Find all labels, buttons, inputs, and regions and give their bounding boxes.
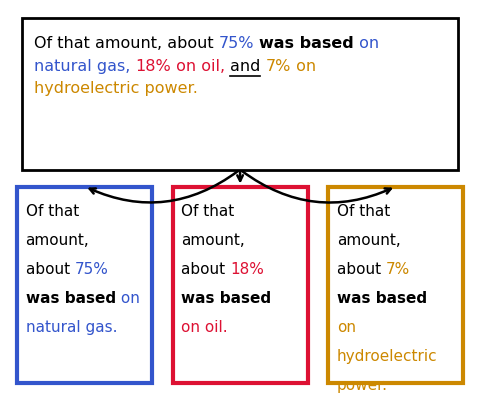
Text: 7%: 7%	[265, 59, 291, 74]
Text: was based: was based	[25, 291, 116, 306]
Text: about: about	[337, 262, 386, 277]
Text: was based: was based	[337, 291, 427, 306]
Text: amount,: amount,	[181, 233, 245, 248]
Text: amount,: amount,	[25, 233, 89, 248]
FancyBboxPatch shape	[17, 187, 152, 383]
Text: natural gas,: natural gas,	[34, 59, 135, 74]
Text: hydroelectric: hydroelectric	[337, 349, 437, 364]
Text: 75%: 75%	[218, 37, 254, 51]
Text: hydroelectric power.: hydroelectric power.	[34, 81, 197, 96]
Text: was based: was based	[181, 291, 271, 306]
FancyBboxPatch shape	[22, 18, 458, 170]
Text: on: on	[291, 59, 316, 74]
Text: Of that: Of that	[181, 204, 234, 219]
Text: and: and	[230, 59, 261, 74]
Text: natural gas.: natural gas.	[25, 320, 117, 335]
Text: on: on	[116, 291, 140, 306]
Text: Of that amount, about: Of that amount, about	[34, 37, 218, 51]
Text: 75%: 75%	[74, 262, 108, 277]
Text: 18%: 18%	[135, 59, 171, 74]
Text: on: on	[337, 320, 356, 335]
Text: about: about	[181, 262, 230, 277]
Text: Of that: Of that	[337, 204, 390, 219]
Text: on oil,: on oil,	[171, 59, 230, 74]
FancyBboxPatch shape	[328, 187, 464, 383]
Text: Of that: Of that	[25, 204, 79, 219]
Text: about: about	[25, 262, 74, 277]
FancyBboxPatch shape	[173, 187, 308, 383]
Text: 18%: 18%	[230, 262, 264, 277]
Text: power.: power.	[337, 378, 388, 393]
Text: on oil.: on oil.	[181, 320, 228, 335]
Text: amount,: amount,	[337, 233, 400, 248]
Text: 7%: 7%	[386, 262, 410, 277]
Text: on: on	[354, 37, 379, 51]
Text: was based: was based	[259, 37, 354, 51]
